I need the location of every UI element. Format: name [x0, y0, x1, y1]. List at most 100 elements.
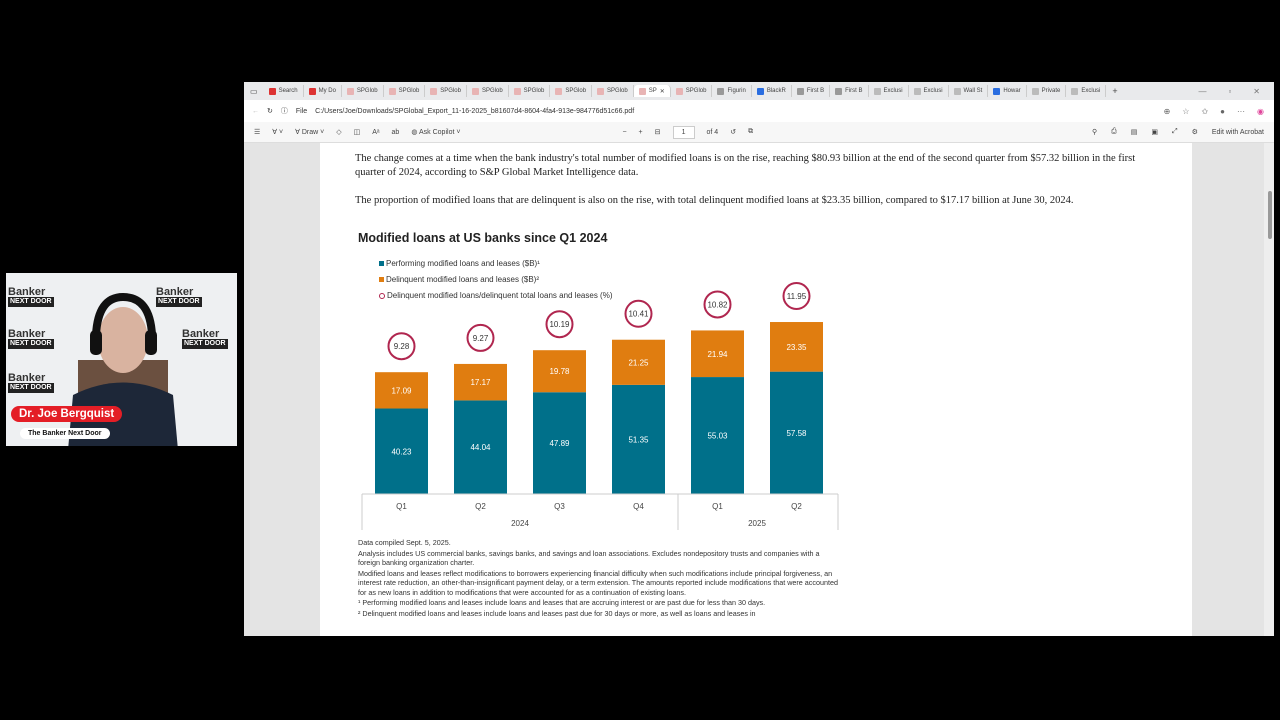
tab-actions-icon[interactable]: ▭ — [250, 86, 258, 96]
draw-button[interactable]: ∀ Draw ˅ — [295, 129, 325, 136]
rotate-icon[interactable]: ↺ — [730, 129, 737, 136]
pdf-page: The change comes at a time when the bank… — [320, 143, 1192, 636]
zoom-in-button[interactable]: + — [638, 128, 643, 136]
favorite-icon[interactable]: ☆ — [1182, 106, 1190, 116]
tab[interactable]: SPGlob — [342, 85, 384, 97]
close-window-button[interactable]: ✕ — [1253, 86, 1260, 96]
zoom-out-button[interactable]: − — [622, 128, 627, 136]
tab[interactable]: Exclusi — [1066, 85, 1107, 97]
wsj-icon — [873, 87, 881, 95]
tab[interactable]: BlackR — [752, 85, 792, 97]
scrollbar[interactable] — [1264, 143, 1274, 636]
delinquent-bar — [612, 339, 665, 385]
search-icon[interactable]: ⚲ — [1091, 129, 1098, 136]
tab[interactable]: First B — [792, 85, 831, 97]
backdrop-logo: Banker NEXT DOOR — [8, 286, 54, 307]
minimize-button[interactable]: — — [1198, 86, 1207, 96]
red-favicon — [308, 87, 316, 95]
tab[interactable]: Private — [1027, 85, 1067, 97]
maximize-button[interactable]: ▫ — [1228, 86, 1232, 96]
ask-copilot-button[interactable]: ◍ Ask Copilot ˅ — [411, 129, 461, 136]
tab[interactable]: SPGlob — [384, 85, 426, 97]
nbc-icon — [993, 87, 1001, 95]
url-field[interactable]: C:/Users/Joe/Downloads/SPGlobal_Export_1… — [315, 107, 635, 115]
tab[interactable]: Howar — [988, 85, 1027, 97]
fit-page-icon[interactable]: ⊟ — [654, 129, 661, 136]
webcam-overlay: Banker NEXT DOOR Banker NEXT DOOR Banker NE… — [6, 273, 237, 446]
tab-label: My Do — [318, 88, 336, 94]
ratio-value-label: 9.27 — [473, 334, 489, 343]
performing-bar — [770, 371, 823, 494]
highlight-icon[interactable]: ∀ ˅ — [272, 129, 284, 136]
tab[interactable]: Wall St — [949, 85, 989, 97]
draw-label: Draw — [301, 129, 319, 136]
tab[interactable]: SPGlob — [467, 85, 509, 97]
read-aloud-icon[interactable]: Aᵃ — [372, 128, 380, 136]
ratio-marker — [466, 323, 495, 352]
bar-value-label: 17.09 — [391, 386, 412, 395]
tab[interactable]: Exclusi — [869, 85, 909, 97]
favorites-icon[interactable]: ✩ — [1201, 106, 1209, 116]
tab[interactable]: SPGlob — [425, 85, 467, 97]
doc-icon — [835, 87, 843, 95]
pdf-icon — [430, 87, 438, 95]
edit-with-acrobat-button[interactable]: Edit with Acrobat — [1211, 128, 1264, 136]
tab-label: SP — [648, 88, 657, 94]
pdf-icon — [638, 87, 646, 95]
page-view-icon[interactable]: ◫ — [353, 129, 361, 136]
pdf-toolbar: ☰ ∀ ˅ ∀ Draw ˅ ◇ ◫ Aᵃ ab ◍ Ask Copilot ˅… — [244, 122, 1274, 143]
copilot-icon[interactable]: ◉ — [1257, 106, 1264, 116]
note: Analysis includes US commercial banks, s… — [358, 548, 820, 568]
erase-icon[interactable]: ◇ — [336, 129, 342, 136]
tab[interactable]: SPGlob — [592, 85, 634, 97]
tab-label: Exclusi — [1081, 88, 1101, 94]
tab[interactable]: My Do — [304, 85, 342, 97]
wsj-icon — [953, 87, 961, 95]
red-favicon — [268, 87, 276, 95]
more-icon[interactable]: ··· — [1237, 106, 1246, 116]
two-page-icon[interactable]: ⧉ — [748, 128, 754, 135]
tab[interactable]: First B — [830, 85, 869, 97]
note: ¹ Performing modified loans and leases i… — [358, 598, 766, 607]
tab-bar: ▭ Search My Do SPGlob SPGlob SPGlob SPGlob SPG… — [244, 82, 1274, 100]
backdrop-logo: Banker NEXT DOOR — [8, 372, 54, 393]
new-tab-button[interactable]: + — [1112, 86, 1118, 96]
tab[interactable]: Exclusi — [909, 85, 949, 97]
delinquent-bar — [375, 372, 428, 409]
tab-label: Wall St — [963, 88, 983, 94]
info-icon[interactable]: ⓘ — [280, 108, 288, 115]
save-icon[interactable]: ▤ — [1130, 129, 1138, 136]
pdf-icon — [346, 87, 354, 95]
tab[interactable]: Figurin — [712, 85, 752, 97]
tab[interactable]: SP ✕ — [633, 85, 671, 97]
bar-value-label: 17.17 — [470, 378, 491, 387]
legend-label: Performing modified loans and leases ($B… — [386, 259, 540, 268]
scrollbar-thumb[interactable] — [1268, 191, 1272, 239]
close-tab-icon[interactable]: ✕ — [659, 88, 665, 95]
tab-label: SPGlob — [398, 88, 420, 94]
profile-icon[interactable]: ● — [1220, 106, 1226, 116]
refresh-icon[interactable]: ↻ — [267, 108, 273, 115]
copilot-label: Ask Copilot — [419, 129, 455, 136]
year-group-label: 2024 — [511, 519, 529, 528]
print-icon[interactable]: ⎙ — [1111, 128, 1117, 135]
tab[interactable]: SPGlob — [671, 85, 713, 97]
fullscreen-icon[interactable]: ⤢ — [1171, 128, 1178, 135]
back-icon[interactable]: ← — [252, 107, 259, 115]
save-as-icon[interactable]: ▣ — [1151, 129, 1158, 136]
settings-icon[interactable]: ⚙ — [1191, 129, 1198, 136]
legend-ratio: Delinquent modified loans/delinquent tot… — [379, 291, 612, 300]
tab[interactable]: SPGlob — [550, 85, 593, 97]
page-number-input[interactable]: 1 — [672, 125, 695, 139]
ratio-marker — [624, 299, 653, 328]
tab[interactable]: SPGlob — [509, 85, 551, 97]
tab-label: SPGlob — [607, 88, 628, 94]
zoom-icon[interactable]: ⊕ — [1163, 106, 1171, 116]
tab-label: Private — [1041, 88, 1061, 94]
note: Data compiled Sept. 5, 2025. — [358, 538, 451, 547]
doc-icon — [796, 87, 804, 95]
tab[interactable]: Search — [264, 85, 304, 97]
tab-label: Howar — [1003, 88, 1021, 94]
contents-icon[interactable]: ☰ — [254, 129, 261, 136]
translate-icon[interactable]: ab — [391, 128, 400, 136]
